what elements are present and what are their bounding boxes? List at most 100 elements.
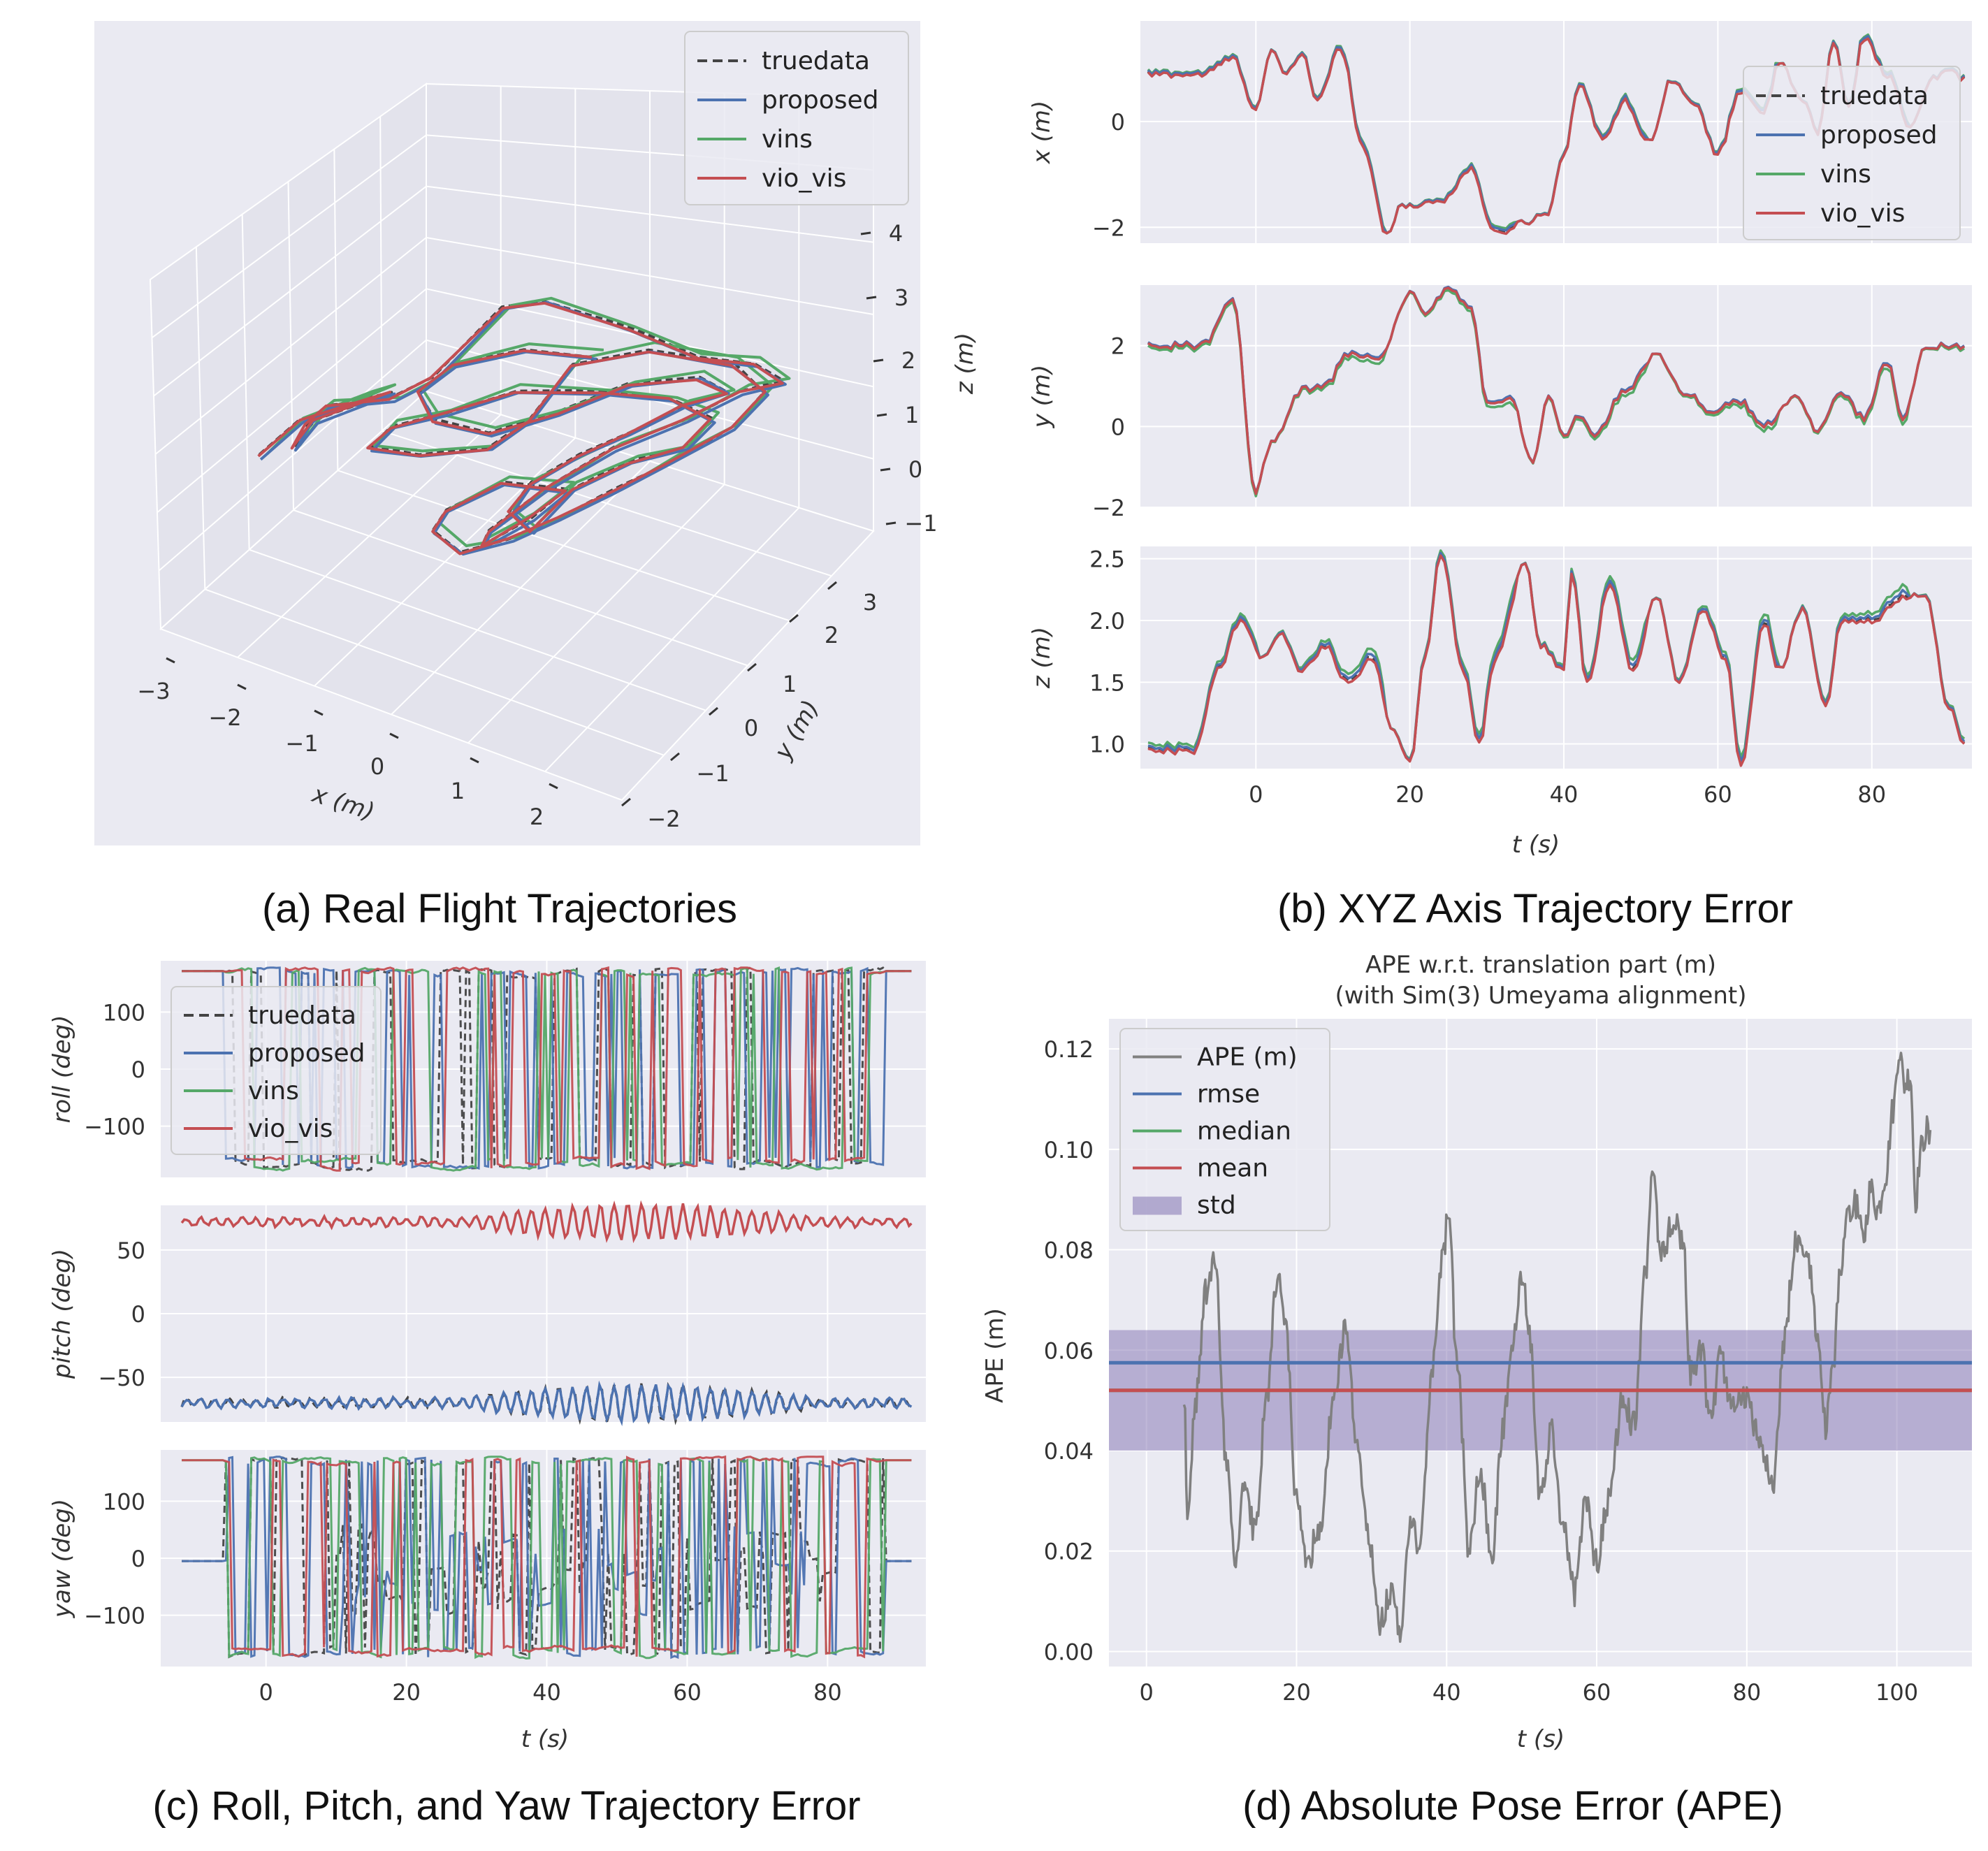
chart-b-panel-2-xtick-label: 20 xyxy=(1395,781,1424,808)
chart-c-panel-2-xtick-label: 20 xyxy=(392,1679,421,1706)
chart-a-legend-frame xyxy=(684,31,909,205)
chart-a-ytick-label: 1 xyxy=(783,671,797,697)
chart-d-legend-frame xyxy=(1119,1028,1330,1231)
chart-a-xtick-label: −1 xyxy=(285,730,318,757)
chart-a-xtick-mark xyxy=(389,732,399,739)
chart-b-panel-2-ytick-label: 1.5 xyxy=(1089,669,1125,696)
chart-b-panel-2-ylabel: z (m) xyxy=(1028,627,1056,689)
chart-a-ytick-label: 0 xyxy=(744,715,758,741)
chart-d-legend-label-ape: APE (m) xyxy=(1197,1043,1298,1072)
chart-a-ztick-mark xyxy=(860,231,871,235)
chart-a-ytick-mark xyxy=(827,581,837,590)
chart-a-xtick-mark xyxy=(314,709,324,716)
chart-a-ztick-label: 1 xyxy=(905,402,919,428)
caption-c: (c) Roll, Pitch, and Yaw Trajectory Erro… xyxy=(152,1783,860,1829)
chart-c-panel-1-ytick-label: 0 xyxy=(131,1301,145,1328)
chart-b-legend-frame xyxy=(1743,66,1961,240)
chart-c-legend-label-truedata: truedata xyxy=(248,1001,356,1030)
chart-c-xlabel: t (s) xyxy=(521,1725,569,1753)
chart-b-panel-0-ytick-label: −2 xyxy=(1092,215,1125,241)
chart-a-xtick-mark xyxy=(549,783,558,790)
chart-b-panel-0-ytick-label: 0 xyxy=(1111,109,1125,136)
chart-b-panel-1-ytick-label: −2 xyxy=(1092,495,1125,521)
chart-c-panel-1: −50 0 50 pitch (deg) xyxy=(48,1200,926,1427)
chart-c-panel-2-ytick-label: 0 xyxy=(131,1546,145,1572)
chart-d-plot-ytick-label: 0.12 xyxy=(1044,1036,1094,1063)
chart-b-panel-1: −2 0 2 y (m) xyxy=(1028,285,1972,521)
chart-a-xtick-label: 1 xyxy=(451,778,465,804)
chart-a-xtick-mark xyxy=(237,683,247,690)
chart-a-gridline xyxy=(151,134,427,339)
chart-d-plot-xtick-label: 60 xyxy=(1583,1679,1611,1706)
chart-b-panel-2: 0 20 40 60 80 1.0 1.5 2.0 2.5 z (m) xyxy=(1028,546,1972,808)
chart-a-ztick-label: 2 xyxy=(901,347,915,374)
chart-c-legend-frame xyxy=(170,986,382,1155)
chart-d-subtitle: (with Sim(3) Umeyama alignment) xyxy=(1335,982,1746,1010)
chart-d-legend-label-std: std xyxy=(1197,1191,1236,1220)
chart-c-panel-0-ylabel: roll (deg) xyxy=(48,1015,76,1123)
chart-b-panel-0-ylabel: x (m) xyxy=(1028,101,1056,165)
chart-b-xyz-trajectory: −2 0 x (m) truedata proposed vins vio_vis −2 0 2 y… xyxy=(1028,21,1972,808)
chart-c-series-vio_vis-1 xyxy=(180,1200,913,1244)
chart-b-panel-0: −2 0 x (m) truedata proposed vins vio_vis xyxy=(1028,21,1972,243)
chart-d-plot-xtick-label: 0 xyxy=(1140,1679,1154,1706)
chart-d-plot-ytick-label: 0.04 xyxy=(1044,1438,1094,1465)
chart-d-plot: 0 20 40 60 80 100 0.00 0.02 0.04 0.06 0.08 0.10 0.12… xyxy=(1044,1019,1972,1706)
chart-c-panel-2-xtick-label: 60 xyxy=(673,1679,702,1706)
chart-a-ztick-mark xyxy=(866,296,877,300)
chart-a-ztick-label: 4 xyxy=(889,220,903,247)
chart-d-plot-ytick-label: 0.02 xyxy=(1044,1539,1094,1565)
chart-b-panel-2-ytick-label: 1.0 xyxy=(1089,732,1125,758)
chart-c-panel-2-xtick-label: 80 xyxy=(813,1679,842,1706)
chart-a-ztick-label: −1 xyxy=(904,510,937,537)
chart-a-ztick-mark xyxy=(880,467,891,472)
chart-c-panel-2-ytick-label: −100 xyxy=(84,1603,145,1629)
chart-c-panel-0: −100 0 100 roll (deg) truedata proposed vins vi… xyxy=(48,961,926,1177)
caption-d: (d) Absolute Pose Error (APE) xyxy=(1242,1783,1783,1829)
chart-a-ytick-label: −2 xyxy=(647,806,680,832)
chart-a-ytick-label: 2 xyxy=(825,622,839,648)
chart-c-panel-0-ytick-label: −100 xyxy=(84,1114,145,1140)
chart-a-legend-label-vio_vis: vio_vis xyxy=(762,164,846,193)
chart-d-title: APE w.r.t. translation part (m) xyxy=(1365,951,1716,979)
chart-b-panel-2-xtick-label: 0 xyxy=(1249,781,1263,808)
chart-c-series-vins-2 xyxy=(182,1456,912,1660)
chart-a-ztick-label: 3 xyxy=(894,284,908,311)
chart-a-ztick-label: 0 xyxy=(908,456,922,483)
chart-b-legend-label-vio_vis: vio_vis xyxy=(1820,199,1905,228)
chart-c-panel-2: 0 20 40 60 80 −100 0 100 yaw (deg) xyxy=(48,1450,926,1706)
chart-d-legend-label-median: median xyxy=(1197,1117,1291,1146)
chart-a-legend-label-truedata: truedata xyxy=(762,47,870,75)
chart-c-panel-2-ytick-label: 100 xyxy=(103,1488,145,1515)
caption-a: (a) Real Flight Trajectories xyxy=(262,886,737,931)
chart-a-ytick-mark xyxy=(670,752,680,762)
chart-b-panel-2-background xyxy=(1140,546,1972,769)
chart-a-ytick-label: 3 xyxy=(863,589,877,616)
chart-d-plot-xtick-label: 80 xyxy=(1732,1679,1761,1706)
chart-a-xtick-label: 0 xyxy=(370,753,384,780)
chart-c-legend-label-vins: vins xyxy=(248,1077,299,1105)
chart-a-legend-label-vins: vins xyxy=(762,125,813,154)
chart-b-legend-label-truedata: truedata xyxy=(1820,82,1929,110)
chart-d-legend-label-rmse: rmse xyxy=(1197,1080,1260,1109)
chart-a-ztick-mark xyxy=(885,521,897,525)
chart-b-xlabel: t (s) xyxy=(1512,831,1560,859)
chart-a-ytick-label: −1 xyxy=(696,760,729,787)
chart-b-panel-1-background xyxy=(1140,285,1972,507)
chart-a-ztick-mark xyxy=(873,358,884,363)
chart-b-panel-2-xtick-label: 80 xyxy=(1857,781,1886,808)
chart-c-panel-1-ytick-label: 50 xyxy=(117,1237,145,1264)
chart-c-panel-2-xtick-label: 0 xyxy=(259,1679,273,1706)
chart-d-legend-label-mean: mean xyxy=(1197,1154,1268,1183)
chart-b-series-vio_vis-1 xyxy=(1147,286,1965,495)
chart-d-plot-xtick-label: 20 xyxy=(1282,1679,1311,1706)
chart-a-ytick-mark xyxy=(747,662,757,672)
chart-a-xtick-mark xyxy=(166,657,175,664)
chart-a-xtick-mark xyxy=(470,757,479,764)
chart-d-plot-xtick-label: 40 xyxy=(1432,1679,1461,1706)
chart-c-panel-0-ytick-label: 100 xyxy=(103,999,145,1026)
chart-a-zlabel: z (m) xyxy=(951,333,979,395)
chart-a-ztick-mark xyxy=(876,413,887,417)
